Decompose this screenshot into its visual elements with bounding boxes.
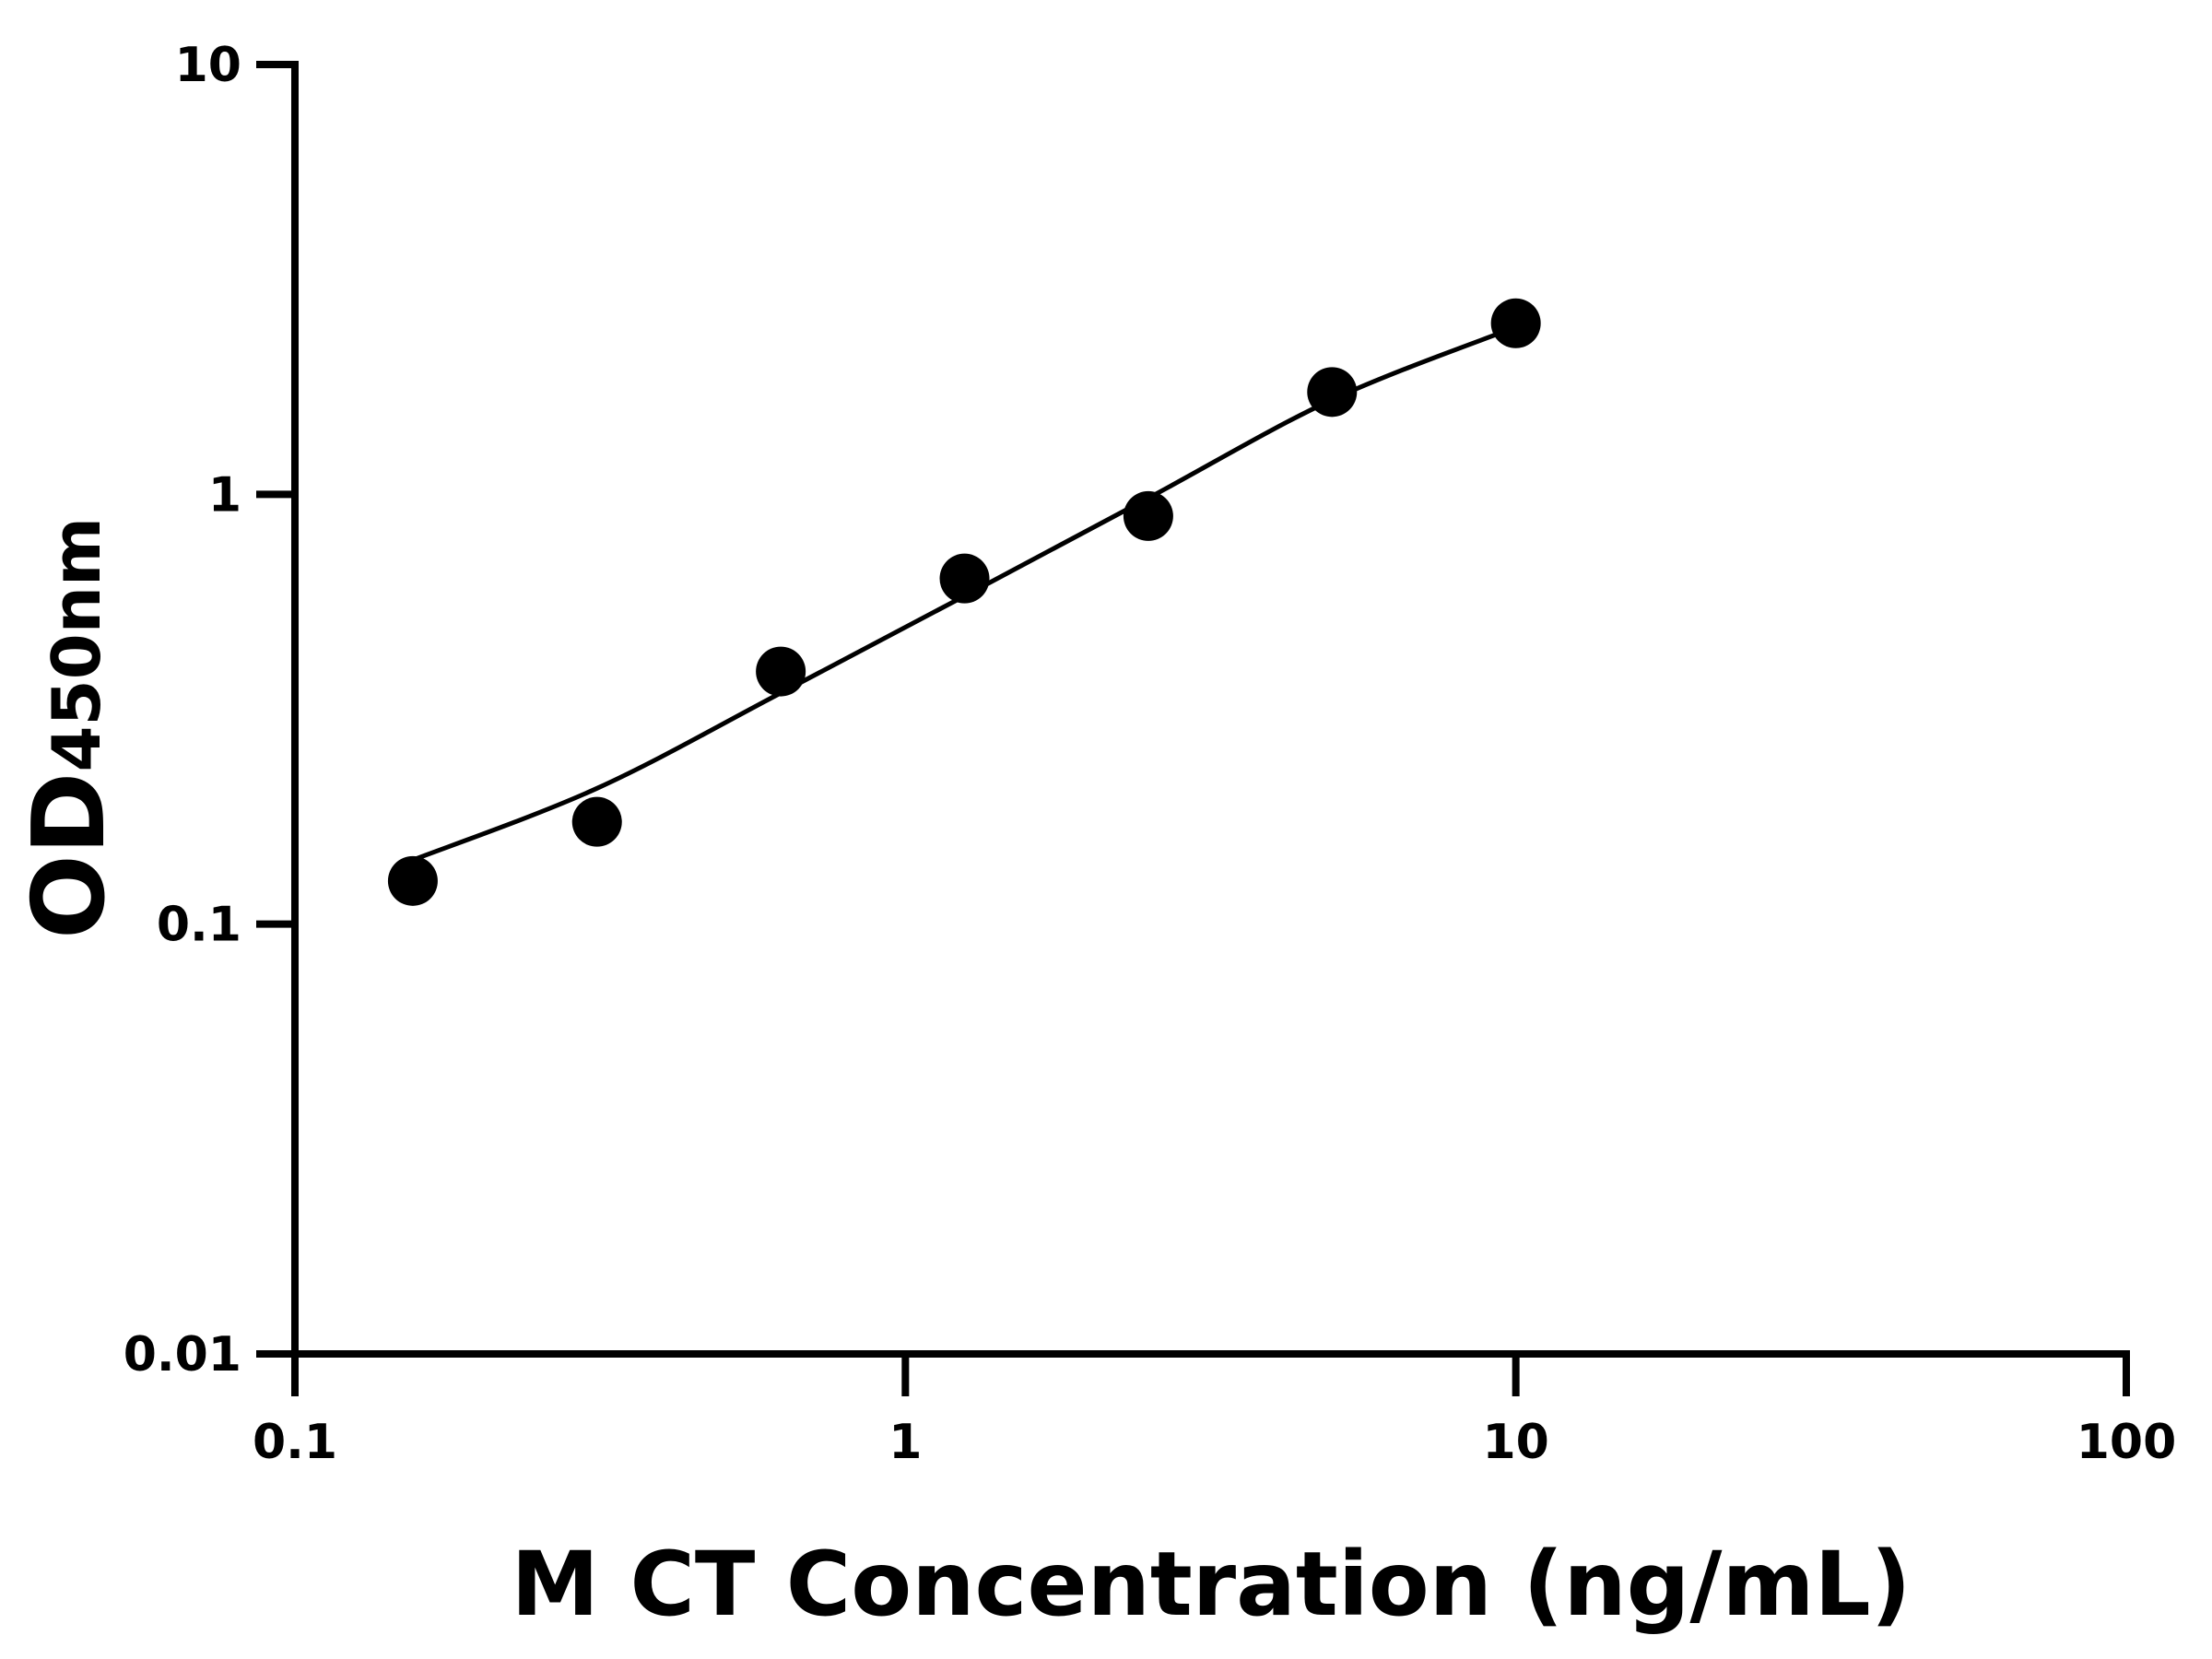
data-point [939, 553, 990, 604]
x-tick-label: 10 [1482, 1415, 1548, 1470]
data-point [387, 855, 438, 906]
x-ticks: 0.1 1 10 100 [253, 1354, 2176, 1470]
y-tick-label: 1 [208, 467, 241, 523]
y-tick-label: 0.01 [124, 1327, 241, 1382]
y-axis-label: OD450nm [12, 517, 127, 939]
data-point [1490, 298, 1541, 348]
y-axis-label-main: OD [12, 772, 127, 939]
y-tick-label: 10 [175, 38, 241, 93]
data-point [571, 796, 622, 847]
y-axis-label-sub: 450nm [38, 517, 115, 772]
data-point [1123, 490, 1173, 541]
x-tick-label: 100 [2077, 1415, 2177, 1470]
y-ticks: 0.01 0.1 1 10 [124, 38, 295, 1382]
x-tick-label: 0.1 [253, 1415, 337, 1470]
data-point [1307, 367, 1358, 418]
x-axis-label: M CT Concentration (ng/mL) [511, 1533, 1911, 1636]
data-points-layer [387, 298, 1541, 906]
data-point [756, 646, 806, 697]
y-tick-label: 0.1 [157, 898, 241, 953]
x-tick-label: 1 [888, 1415, 922, 1470]
